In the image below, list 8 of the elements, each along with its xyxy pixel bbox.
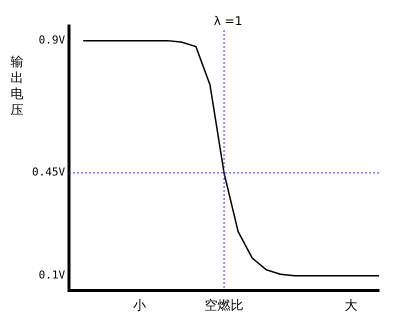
x-tick-label: 大	[344, 298, 358, 314]
x-tick-label: 小	[133, 298, 146, 314]
y-tick-label: 0.9V	[38, 34, 66, 47]
y-axis-title: 输出电压	[10, 54, 24, 118]
y-tick-label: 0.45V	[32, 166, 66, 179]
y-tick-label: 0.1V	[38, 268, 66, 282]
ref-line-label: λ =1	[214, 14, 242, 28]
x-tick-label: 空燃比	[204, 298, 244, 314]
